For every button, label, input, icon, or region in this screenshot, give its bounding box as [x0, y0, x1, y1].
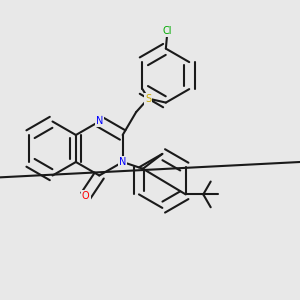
Text: O: O — [82, 191, 90, 201]
Text: N: N — [96, 116, 103, 127]
Text: S: S — [145, 94, 152, 103]
Text: Cl: Cl — [162, 26, 172, 36]
Text: N: N — [119, 157, 126, 167]
